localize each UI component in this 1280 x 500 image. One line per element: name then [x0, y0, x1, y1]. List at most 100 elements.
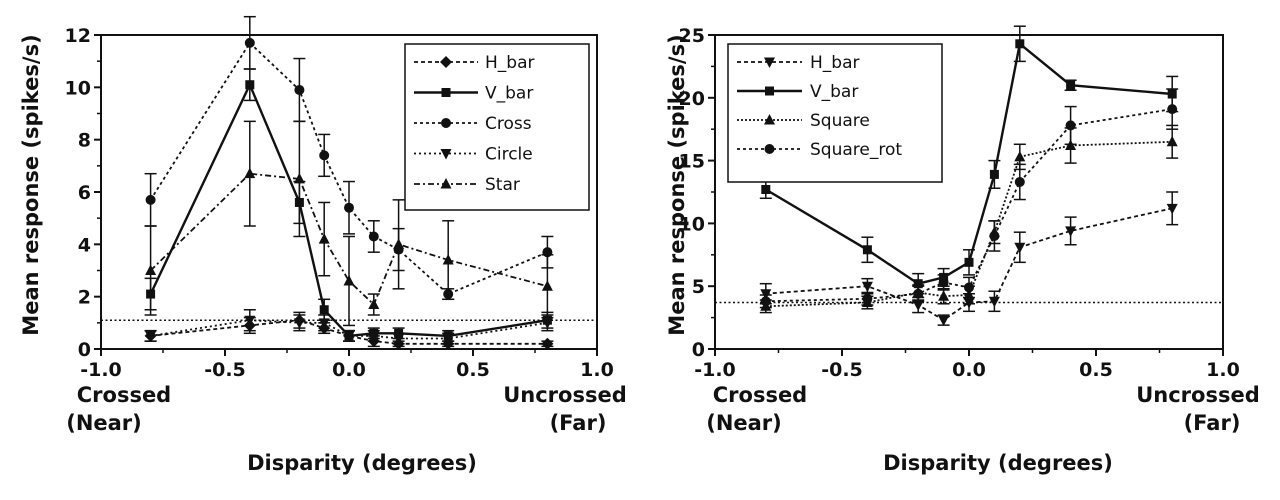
x-end-label-right-line2: (Far) [550, 411, 607, 435]
data-point [989, 169, 999, 179]
series-v-bar [759, 25, 1179, 295]
data-layer [101, 15, 597, 350]
legend-box [727, 43, 943, 183]
x-end-label-right-line1: Uncrossed [503, 383, 627, 407]
legend-entries: H_bar V_bar Cross Circle Star [414, 53, 534, 195]
y-tick-label: 15 [679, 151, 705, 173]
y-tick-label: 4 [78, 234, 91, 256]
legend-marker [440, 56, 452, 68]
y-tick-label: 2 [78, 287, 91, 309]
ticks: -1.0 -0.5 0.0 0.5 1.0 0 2 4 6 8 10 12 [65, 25, 614, 381]
data-point [293, 318, 305, 329]
data-point [1166, 203, 1178, 215]
data-point [964, 282, 974, 293]
data-point [761, 184, 771, 194]
x-end-label-left-line2: (Near) [66, 411, 142, 435]
data-point [368, 231, 379, 242]
y-tick-label: 0 [692, 339, 705, 361]
x-tick-label: 0.5 [456, 359, 490, 381]
data-point [318, 233, 330, 244]
legend-label: Cross [485, 114, 532, 134]
data-point [760, 296, 771, 307]
chart-left: Mean response (spikes/s) Disparity (degr… [19, 15, 627, 475]
data-point [1014, 242, 1026, 254]
legend: H_bar V_bar Square Square_rot [727, 43, 943, 183]
x-end-label-left-line1: Crossed [77, 383, 171, 407]
x-tick-label: 0.5 [1079, 359, 1113, 381]
data-point [988, 296, 1000, 308]
data-point [293, 172, 305, 184]
data-point [862, 293, 873, 304]
legend-marker [440, 149, 452, 160]
legend-box [404, 43, 590, 211]
data-layer [715, 25, 1223, 327]
data-point [1065, 226, 1077, 237]
data-point [1167, 104, 1178, 115]
data-point [442, 254, 454, 265]
plot-frame [100, 34, 598, 350]
series-star [144, 120, 554, 327]
legend-marker [765, 86, 774, 96]
legend-label: H_bar [485, 53, 534, 73]
data-point [541, 280, 553, 291]
series-square-rot [759, 88, 1179, 309]
series-line [765, 207, 1173, 322]
y-tick-label: 10 [65, 77, 91, 99]
series-line [149, 172, 548, 307]
data-point [343, 331, 355, 342]
y-tick-label: 6 [78, 182, 91, 204]
x-end-label-left-line2: (Near) [706, 411, 782, 435]
legend-label: Circle [485, 145, 533, 165]
y-tick-label: 12 [65, 25, 91, 47]
data-point [145, 331, 157, 342]
x-tick-label: 1.0 [580, 359, 614, 381]
data-point [938, 315, 950, 327]
x-tick-label: 1.0 [1206, 359, 1240, 381]
data-point [368, 331, 380, 342]
plot-frame [714, 34, 1224, 350]
data-point [1065, 120, 1076, 131]
data-point [244, 167, 256, 179]
x-axis-title: Disparity (degrees) [247, 451, 477, 475]
legend-marker [441, 118, 451, 128]
data-point [1066, 80, 1076, 90]
legend-label: Star [485, 175, 520, 195]
legend-label: V_bar [485, 84, 533, 104]
x-end-label-right-line2: (Far) [1184, 411, 1241, 435]
data-point [938, 290, 950, 301]
data-point [319, 305, 329, 315]
data-point [294, 84, 305, 95]
legend-label: V_bar [810, 82, 858, 102]
y-tick-label: 20 [679, 88, 705, 110]
data-point [1015, 39, 1025, 49]
y-tick-label: 5 [692, 276, 705, 298]
data-point [862, 245, 872, 255]
legend-marker [764, 114, 775, 125]
legend-entries: H_bar V_bar Square Square_rot [737, 53, 902, 160]
data-point [913, 279, 923, 289]
legend-marker [441, 88, 451, 97]
data-point [1166, 135, 1178, 147]
y-tick-label: 10 [679, 213, 705, 235]
ticks: -1.0 -0.5 0.0 0.5 1.0 0 5 10 15 20 25 [679, 25, 1240, 381]
chart-right: Mean response (spikes/s) Disparity (degr… [665, 25, 1260, 475]
data-point [541, 318, 553, 329]
data-point [393, 238, 405, 249]
data-point [344, 202, 354, 213]
series-line [149, 41, 548, 296]
data-point [541, 337, 554, 350]
x-tick-label: 0.0 [952, 359, 986, 381]
x-tick-label: -0.5 [204, 359, 246, 381]
x-tick-label: -1.0 [80, 359, 122, 381]
y-axis-title: Mean response (spikes/s) [665, 34, 689, 335]
legend-marker [440, 178, 452, 189]
legend-label: H_bar [810, 53, 859, 73]
data-point [1014, 176, 1025, 187]
y-tick-label: 25 [679, 25, 705, 47]
data-point [1014, 150, 1026, 162]
series-circle [144, 309, 554, 345]
y-tick-label: 0 [78, 339, 91, 361]
data-point [989, 230, 1000, 241]
x-axis-title: Disparity (degrees) [883, 451, 1113, 475]
